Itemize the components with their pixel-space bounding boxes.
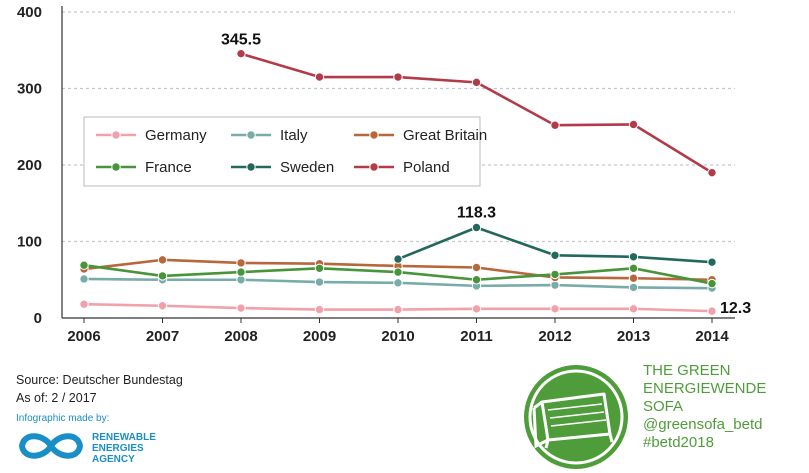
x-tick-label: 2012 xyxy=(538,328,571,345)
data-point-france xyxy=(707,278,717,289)
data-point-france xyxy=(236,267,246,277)
y-tick-label: 200 xyxy=(17,157,42,174)
agency-name-line: RENEWABLE xyxy=(92,432,156,443)
data-point-germany xyxy=(628,304,639,314)
data-point-sweden xyxy=(550,250,560,260)
data-point-france xyxy=(393,267,403,277)
data-point-france xyxy=(314,263,325,273)
data-point-germany xyxy=(393,304,403,315)
data-point-poland xyxy=(471,77,482,88)
data-label: 118.3 xyxy=(457,205,496,222)
data-label: 12.3 xyxy=(720,300,751,317)
green-sofa-text: THE GREEN ENERGIEWENDE SOFA @greensofa_b… xyxy=(643,362,766,452)
data-point-poland xyxy=(628,119,639,130)
legend-label-italy: Italy xyxy=(280,127,308,144)
data-point-france xyxy=(79,260,89,270)
data-point-germany xyxy=(236,303,246,313)
legend-label-germany: Germany xyxy=(145,127,207,144)
data-point-great-britain xyxy=(157,255,168,265)
legend-marker-france xyxy=(111,162,121,172)
data-point-france xyxy=(550,269,560,280)
x-tick-label: 2014 xyxy=(695,328,729,345)
agency-name-line: ENERGIES xyxy=(92,443,144,454)
data-point-france xyxy=(471,275,482,285)
legend-label-france: France xyxy=(145,159,192,176)
data-point-great-britain xyxy=(236,258,246,268)
data-point-germany xyxy=(550,304,560,314)
data-point-germany xyxy=(157,301,168,311)
data-label: 345.5 xyxy=(221,32,261,49)
legend-box xyxy=(83,116,481,187)
data-point-sweden xyxy=(707,257,717,267)
data-point-italy xyxy=(628,282,639,293)
data-point-great-britain xyxy=(471,262,482,273)
data-point-poland xyxy=(393,72,403,82)
x-tick-label: 2007 xyxy=(146,328,179,345)
data-point-germany xyxy=(471,304,482,314)
data-point-italy xyxy=(79,274,89,284)
sofa-text-line: #betd2018 xyxy=(643,434,714,451)
sofa-text-line: THE GREEN xyxy=(643,362,731,379)
as-of-text: As of: 2 / 2017 xyxy=(16,391,97,405)
legend-marker-italy xyxy=(246,130,256,140)
data-point-germany xyxy=(707,306,717,316)
x-tick-label: 2006 xyxy=(67,328,100,345)
green-sofa-logo-icon xyxy=(524,365,628,469)
legend-label-great-britain: Great Britain xyxy=(403,127,487,144)
y-tick-label: 300 xyxy=(17,81,42,98)
data-point-italy xyxy=(393,278,403,288)
line-chart: 0 100 200 300 400 2006 2007 2008 2009 2010 2011 201… xyxy=(17,4,751,345)
legend-marker-sweden xyxy=(246,162,256,172)
data-point-sweden xyxy=(471,222,482,233)
sofa-text-line: SOFA xyxy=(643,398,684,415)
data-point-poland xyxy=(707,167,717,178)
x-tick-label: 2011 xyxy=(460,328,493,345)
renewable-energies-agency-logo-icon xyxy=(19,433,83,459)
y-tick-label: 400 xyxy=(17,4,42,21)
data-point-sweden xyxy=(628,252,639,262)
data-point-germany xyxy=(314,304,325,315)
data-point-italy xyxy=(314,277,325,287)
agency-name-line: AGENCY xyxy=(92,454,135,465)
x-tick-label: 2010 xyxy=(381,328,414,345)
data-point-italy xyxy=(236,275,246,285)
x-tick-label: 2009 xyxy=(303,328,336,345)
data-point-poland xyxy=(550,120,560,130)
data-point-poland xyxy=(314,72,325,82)
legend-marker-germany xyxy=(111,130,121,140)
sofa-text-line: ENERGIEWENDE xyxy=(643,380,767,397)
data-point-sweden xyxy=(393,254,403,264)
legend-marker-great-britain xyxy=(369,130,379,140)
x-tick-label: 2008 xyxy=(224,328,257,345)
agency-name: RENEWABLE ENERGIES AGENCY xyxy=(92,432,156,465)
legend-label-sweden: Sweden xyxy=(280,159,334,176)
data-point-france xyxy=(157,271,168,281)
sofa-text-line: @greensofa_betd xyxy=(643,416,763,433)
data-point-italy xyxy=(550,280,560,290)
made-by-label: Infographic made by: xyxy=(16,413,110,424)
data-point-great-britain xyxy=(628,273,639,283)
data-point-france xyxy=(628,263,639,273)
y-tick-label: 100 xyxy=(17,234,42,251)
x-tick-label: 2013 xyxy=(617,328,650,345)
data-point-poland xyxy=(236,48,246,59)
y-tick-label: 0 xyxy=(34,310,42,327)
legend-marker-poland xyxy=(369,162,379,172)
source-text: Source: Deutscher Bundestag xyxy=(16,373,183,387)
data-point-germany xyxy=(79,299,89,309)
legend-label-poland: Poland xyxy=(403,159,450,176)
